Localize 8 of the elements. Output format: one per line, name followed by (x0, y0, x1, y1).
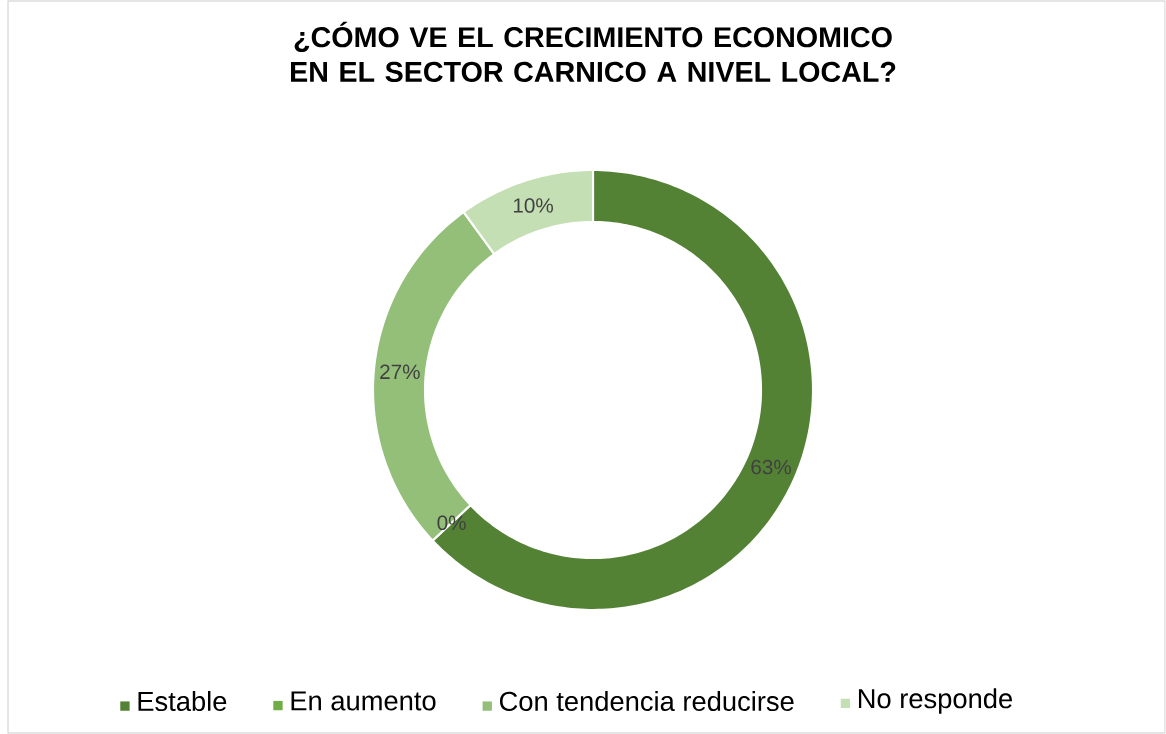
legend-label: No responde (858, 688, 1012, 714)
legend-label: Con tendencia reducirse (499, 690, 794, 712)
legend-label: Estable (138, 690, 227, 712)
data-label: 10% (513, 198, 553, 213)
chart-title: ¿CÓMO VE EL CRECIMIENTO ECONOMICO EN EL SECTOR CARNICO A NIVEL LOCAL? (291, 21, 896, 83)
legend-label: En aumento (291, 691, 436, 711)
data-label: 27% (380, 364, 420, 380)
data-label: 63% (751, 459, 791, 475)
